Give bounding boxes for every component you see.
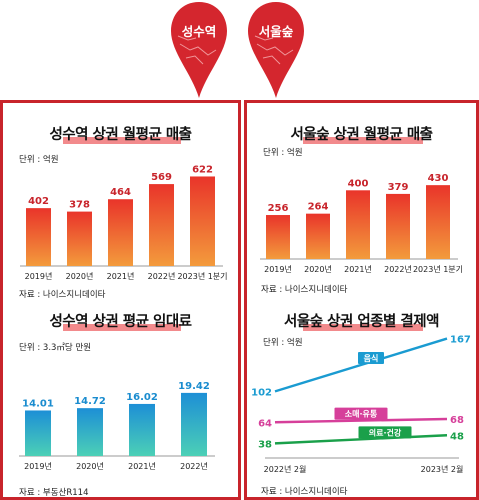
data-label: 14.01 — [22, 398, 54, 409]
data-label: 569 — [151, 172, 172, 183]
data-label: 400 — [348, 178, 369, 189]
bar — [108, 199, 133, 266]
pin-label: 성수역 — [182, 24, 217, 39]
data-label: 622 — [192, 164, 213, 175]
unit-label: 단위 : 억원 — [19, 155, 59, 165]
bar — [426, 185, 450, 259]
data-label: 378 — [69, 200, 90, 211]
bar — [346, 190, 370, 259]
unit-label: 단위 : 억원 — [263, 148, 303, 158]
tick-label: 2020년 — [304, 264, 332, 274]
tick-label: 2019년 — [25, 271, 53, 281]
data-label: 264 — [308, 202, 329, 213]
chart-title: 성수역 상권 월평균 매출 — [49, 127, 192, 143]
bar — [266, 215, 290, 259]
chart-seoulforest-payments: 102 167 음식 64 68 소매·유통 38 48 의료·건강 2022년 2월 2023년 … — [251, 335, 471, 474]
pin-shape — [248, 2, 304, 98]
pin-seongsu: 성수역 — [171, 2, 227, 98]
data-label: 464 — [110, 187, 131, 198]
chart-title: 서울숲 상권 월평균 매출 — [290, 127, 433, 143]
bar — [26, 208, 51, 266]
panel-seongsu: 성수역 상권 월평균 매출 단위 : 억원 402 2019년 378 2020년 46… — [0, 100, 241, 500]
data-label: 167 — [450, 335, 471, 346]
unit-label: 단위 : 억원 — [263, 338, 303, 348]
unit-label: 단위 : 3.3㎡당 만원 — [19, 343, 92, 353]
data-label: 379 — [388, 182, 409, 193]
source-label: 자료 : 부동산R114 — [19, 488, 89, 498]
bar — [181, 392, 207, 456]
chart-seongsu-sales: 402 2019년 378 2020년 464 2021년 569 2022년 622 2023년… — [20, 164, 228, 281]
chart-seongsu-rent: 14.01 2019년 14.72 2020년 16.02 2021년 19.42 2022년 — [19, 381, 215, 471]
tick-label: 2022년 2월 — [264, 464, 307, 474]
series-name: 의료·건강 — [369, 427, 402, 437]
tick-label: 2023년 2월 — [421, 464, 464, 474]
tick-label: 2020년 — [76, 461, 104, 471]
bar — [190, 176, 215, 266]
tick-label: 2022년 — [180, 461, 208, 471]
series-name: 음식 — [364, 353, 379, 363]
data-label: 48 — [450, 431, 464, 442]
data-label: 430 — [428, 173, 449, 184]
pin-label: 서울숲 — [259, 24, 294, 39]
bar — [129, 403, 155, 456]
chart-title: 서울숲 상권 업종별 결제액 — [284, 314, 439, 330]
data-label: 16.02 — [126, 392, 158, 403]
tick-label: 2022년 — [384, 264, 412, 274]
tick-label: 2022년 — [148, 271, 176, 281]
source-label: 자료 : 나이스지니데이타 — [261, 285, 348, 295]
source-label: 자료 : 나이스지니데이타 — [261, 487, 348, 497]
data-label: 38 — [258, 439, 272, 450]
series-line — [274, 337, 448, 393]
tick-label: 2021년 — [128, 461, 156, 471]
data-label: 256 — [268, 203, 289, 214]
bar — [149, 184, 174, 266]
chart-seoulforest-sales: 256 2019년 264 2020년 400 2021년 379 2022년 430 2023년… — [260, 173, 463, 274]
source-label: 자료 : 나이스지니데이타 — [19, 290, 106, 300]
tick-label: 2019년 — [264, 264, 292, 274]
bar — [306, 213, 330, 259]
tick-label: 2021년 — [344, 264, 372, 274]
data-label: 402 — [28, 196, 49, 207]
data-label: 102 — [251, 387, 272, 398]
data-label: 14.72 — [74, 396, 106, 407]
chart-title: 성수역 상권 평균 임대료 — [49, 314, 192, 330]
bar — [77, 408, 103, 456]
series-tag — [358, 426, 412, 439]
tick-label: 2023년 1분기 — [177, 271, 227, 281]
series-name: 소매·유통 — [345, 409, 378, 419]
tick-label: 2023년 1분기 — [413, 264, 463, 274]
data-label: 19.42 — [178, 381, 210, 392]
series-tag — [334, 407, 388, 420]
panel-seoulforest: 서울숲 상권 월평균 매출 단위 : 억원 256 2019년 264 2020년 40… — [244, 100, 479, 500]
pin-seoulforest: 서울숲 — [248, 2, 304, 98]
series-line — [274, 434, 448, 445]
pin-shape — [171, 2, 227, 98]
tick-label: 2019년 — [24, 461, 52, 471]
bar — [67, 211, 92, 266]
bar — [386, 193, 410, 259]
data-label: 64 — [258, 418, 272, 429]
data-label: 68 — [450, 415, 464, 426]
series-tag — [358, 351, 384, 364]
tick-label: 2020년 — [66, 271, 94, 281]
tick-label: 2021년 — [107, 271, 135, 281]
series-line — [274, 417, 448, 424]
bar — [25, 410, 51, 456]
